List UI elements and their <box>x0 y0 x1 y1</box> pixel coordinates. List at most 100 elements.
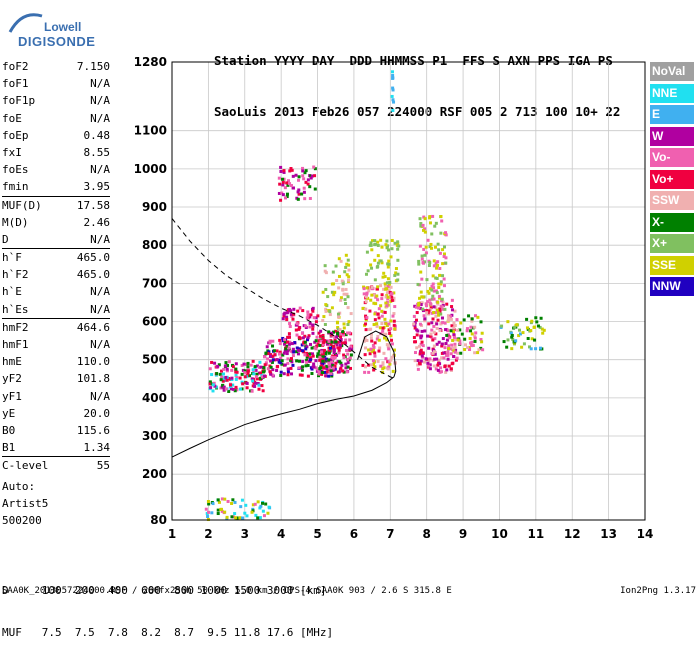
echo-point <box>368 309 372 313</box>
echo-point <box>428 261 432 265</box>
echo-point <box>311 323 315 327</box>
echo-point <box>328 346 332 350</box>
echo-point <box>422 247 426 251</box>
echo-point <box>392 100 396 104</box>
echo-point <box>295 346 299 350</box>
echo-point <box>271 373 275 377</box>
echo-point <box>238 376 242 380</box>
echo-point <box>420 354 424 358</box>
echo-point <box>330 355 334 359</box>
echo-point <box>373 354 377 358</box>
echo-point <box>364 346 368 350</box>
echo-point <box>321 319 325 323</box>
echo-point <box>526 336 530 340</box>
echo-point <box>317 339 321 343</box>
echo-point <box>206 514 210 518</box>
echo-point <box>365 338 369 342</box>
echo-point <box>309 366 313 370</box>
echo-point <box>437 248 441 252</box>
echo-point <box>320 348 324 352</box>
echo-point <box>371 239 375 243</box>
echo-point <box>346 322 350 326</box>
echo-point <box>346 306 350 310</box>
echo-point <box>372 293 376 297</box>
echo-point <box>289 309 293 313</box>
legend-item: SSW <box>650 191 694 210</box>
echo-point <box>441 248 445 252</box>
echo-point <box>336 312 340 316</box>
echo-point <box>385 239 389 243</box>
param-name: B1 <box>2 441 16 455</box>
echo-point <box>271 354 275 358</box>
echo-point <box>285 311 289 315</box>
echo-point <box>316 374 320 378</box>
echo-point <box>365 291 369 295</box>
echo-point <box>271 339 275 343</box>
echo-point <box>317 372 321 376</box>
echo-point <box>437 296 441 300</box>
echo-point <box>259 371 263 375</box>
echo-point <box>418 352 422 356</box>
echo-point <box>313 174 317 178</box>
echo-point <box>432 324 436 328</box>
echo-point <box>442 252 446 256</box>
echo-point <box>216 498 220 502</box>
echo-point <box>373 278 377 282</box>
echo-point <box>336 320 340 324</box>
echo-point <box>456 338 460 342</box>
echo-point <box>316 352 320 356</box>
x-tick-labels: 1 2 3 4 5 6 7 8 9 10 11 12 13 14 <box>168 527 654 541</box>
echo-point <box>342 333 346 337</box>
echo-point <box>500 324 504 328</box>
echo-point <box>306 374 310 378</box>
echo-point <box>384 322 388 326</box>
echo-point <box>381 275 385 279</box>
echo-point <box>238 387 242 391</box>
legend-item: NNW <box>650 277 694 296</box>
echo-point <box>385 291 389 295</box>
echo-point <box>383 275 387 279</box>
echo-point <box>342 353 346 357</box>
echo-point <box>367 363 371 367</box>
echo-point <box>303 340 307 344</box>
echo-point <box>385 246 389 250</box>
echo-point <box>392 354 396 358</box>
echo-point <box>367 289 371 293</box>
echo-point <box>381 329 385 333</box>
echo-point <box>241 382 245 386</box>
echo-point <box>442 284 446 288</box>
param-name: hmF2 <box>2 320 29 334</box>
echo-point <box>234 373 238 377</box>
echo-point <box>273 358 277 362</box>
echo-point <box>431 351 435 355</box>
echo-point <box>283 196 287 200</box>
echo-point <box>316 354 320 358</box>
echo-point <box>429 302 433 306</box>
echo-point <box>295 322 299 326</box>
echo-point <box>339 298 343 302</box>
echo-point <box>510 347 514 351</box>
echo-point <box>456 328 460 332</box>
echo-point <box>209 386 213 390</box>
echo-point <box>389 255 393 259</box>
echo-point <box>278 342 282 346</box>
param-row: h`Es N/A <box>2 301 110 318</box>
echo-point <box>257 383 261 387</box>
echo-point <box>427 309 431 313</box>
echo-point <box>445 368 449 372</box>
echo-point <box>282 351 286 355</box>
echo-point <box>444 231 448 235</box>
echo-point <box>419 270 423 274</box>
echo-point <box>376 298 380 302</box>
echo-point <box>369 336 373 340</box>
echo-point <box>226 364 230 368</box>
echo-point <box>414 340 418 344</box>
echo-point <box>337 340 341 344</box>
echo-point <box>380 245 384 249</box>
echo-point <box>458 328 462 332</box>
echo-point <box>300 373 304 377</box>
echo-point <box>446 314 450 318</box>
echo-point <box>391 74 395 78</box>
echo-point <box>284 347 288 351</box>
echo-point <box>518 332 522 336</box>
